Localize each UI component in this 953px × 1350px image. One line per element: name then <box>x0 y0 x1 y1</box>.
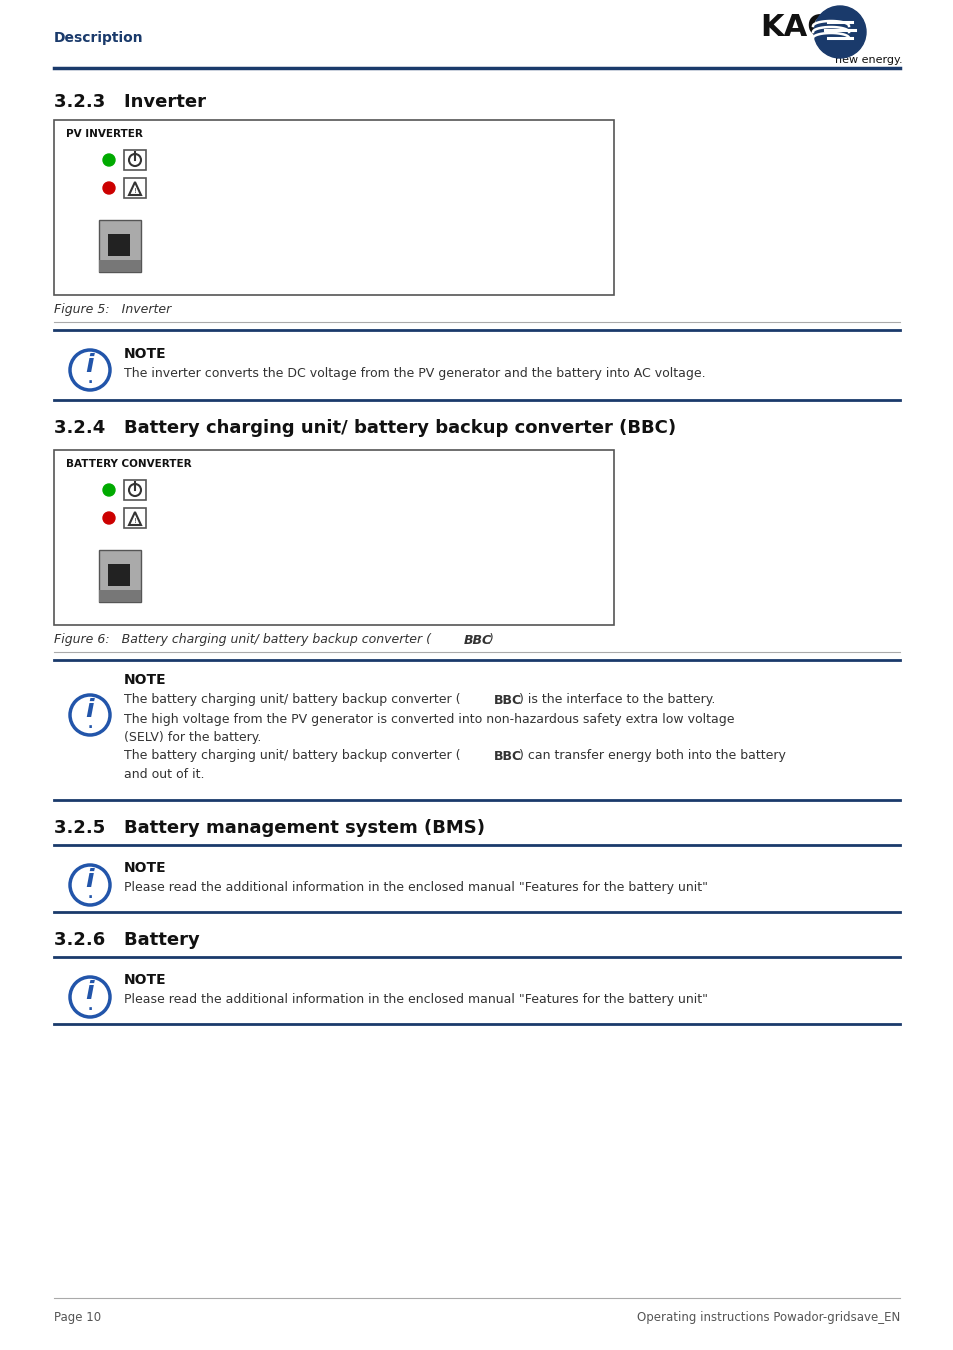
Text: ): ) <box>489 633 494 647</box>
Text: The inverter converts the DC voltage from the PV generator and the battery into : The inverter converts the DC voltage fro… <box>124 367 705 381</box>
FancyBboxPatch shape <box>124 178 146 198</box>
Circle shape <box>103 512 115 524</box>
Circle shape <box>813 5 865 58</box>
Text: i: i <box>86 698 94 722</box>
Circle shape <box>103 154 115 166</box>
Text: Operating instructions Powador-gridsave_EN: Operating instructions Powador-gridsave_… <box>636 1311 899 1324</box>
Text: BATTERY CONVERTER: BATTERY CONVERTER <box>66 459 192 468</box>
Text: The battery charging unit/ battery backup converter (: The battery charging unit/ battery backu… <box>124 749 460 763</box>
Text: 3.2.5   Battery management system (BMS): 3.2.5 Battery management system (BMS) <box>54 819 484 837</box>
FancyBboxPatch shape <box>124 481 146 500</box>
Text: BBC: BBC <box>463 633 492 647</box>
Text: Figure 6:   Battery charging unit/ battery backup converter (: Figure 6: Battery charging unit/ battery… <box>54 633 431 647</box>
FancyBboxPatch shape <box>99 549 141 602</box>
Text: The high voltage from the PV generator is converted into non-hazardous safety ex: The high voltage from the PV generator i… <box>124 714 734 726</box>
Text: PV INVERTER: PV INVERTER <box>66 130 143 139</box>
Text: NOTE: NOTE <box>124 861 167 875</box>
Text: Page 10: Page 10 <box>54 1311 101 1324</box>
Text: .: . <box>88 373 92 386</box>
Text: NOTE: NOTE <box>124 347 167 360</box>
Text: BBC: BBC <box>494 749 521 763</box>
Text: KACO: KACO <box>760 14 855 42</box>
Text: (SELV) for the battery.: (SELV) for the battery. <box>124 732 261 744</box>
Text: and out of it.: and out of it. <box>124 768 204 780</box>
Text: 3.2.6   Battery: 3.2.6 Battery <box>54 931 199 949</box>
Text: Figure 5:   Inverter: Figure 5: Inverter <box>54 304 172 316</box>
Text: !: ! <box>133 188 136 194</box>
Text: NOTE: NOTE <box>124 674 167 687</box>
Text: Description: Description <box>54 31 144 45</box>
Text: Please read the additional information in the enclosed manual "Features for the : Please read the additional information i… <box>124 994 707 1007</box>
Text: new energy.: new energy. <box>834 55 902 65</box>
Text: !: ! <box>133 518 136 524</box>
FancyBboxPatch shape <box>124 150 146 170</box>
FancyBboxPatch shape <box>99 261 141 271</box>
Text: NOTE: NOTE <box>124 973 167 987</box>
Text: i: i <box>86 352 94 377</box>
Text: i: i <box>86 980 94 1004</box>
Text: ) can transfer energy both into the battery: ) can transfer energy both into the batt… <box>518 749 785 763</box>
Circle shape <box>103 485 115 495</box>
FancyBboxPatch shape <box>99 220 141 271</box>
Text: 3.2.4   Battery charging unit/ battery backup converter (BBC): 3.2.4 Battery charging unit/ battery bac… <box>54 418 676 437</box>
FancyBboxPatch shape <box>54 120 614 296</box>
Text: i: i <box>86 868 94 892</box>
Circle shape <box>103 182 115 194</box>
FancyBboxPatch shape <box>108 564 130 586</box>
FancyBboxPatch shape <box>108 234 130 256</box>
Text: BBC: BBC <box>494 694 521 706</box>
Text: .: . <box>88 887 92 900</box>
Text: ) is the interface to the battery.: ) is the interface to the battery. <box>518 694 715 706</box>
FancyBboxPatch shape <box>54 450 614 625</box>
Text: .: . <box>88 717 92 730</box>
Text: .: . <box>88 999 92 1012</box>
FancyBboxPatch shape <box>99 590 141 602</box>
Text: 3.2.3   Inverter: 3.2.3 Inverter <box>54 93 206 111</box>
FancyBboxPatch shape <box>124 508 146 528</box>
Text: The battery charging unit/ battery backup converter (: The battery charging unit/ battery backu… <box>124 694 460 706</box>
Text: Please read the additional information in the enclosed manual "Features for the : Please read the additional information i… <box>124 882 707 895</box>
